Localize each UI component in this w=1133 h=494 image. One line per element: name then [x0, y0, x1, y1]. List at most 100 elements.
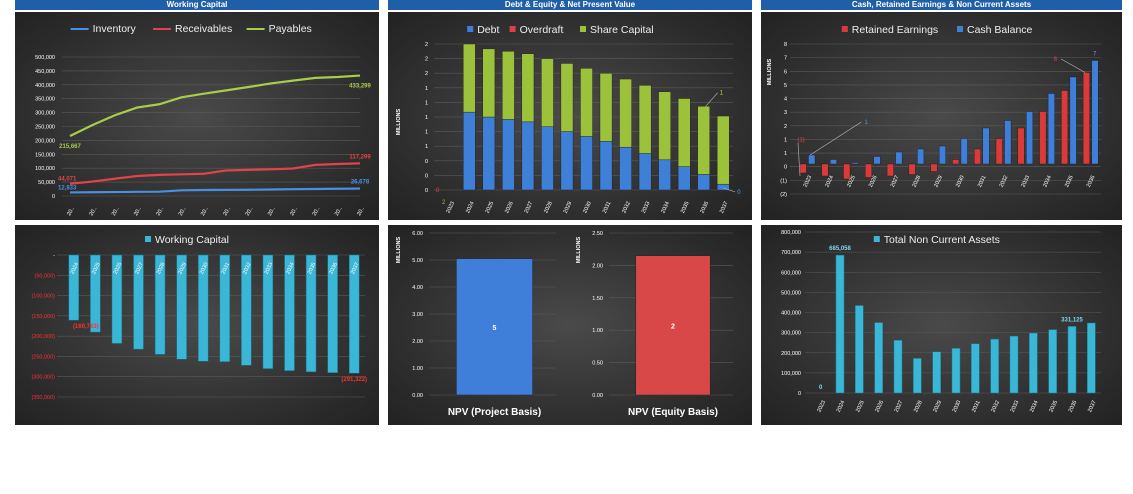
y-tick-label: 3.00 [412, 312, 423, 318]
x-tick-label: 2036 [699, 201, 710, 215]
x-tick-label: 2033 [264, 262, 275, 276]
x-tick-label: 2027 [894, 400, 905, 414]
bar-retained-earnings [865, 163, 873, 178]
x-tick-label: 20.. [356, 206, 366, 217]
y-tick-label: 1 [425, 144, 428, 150]
series-line-inventory [69, 187, 361, 194]
y-tick-label: 350,000 [35, 97, 55, 103]
bar-non-current-assets [951, 348, 961, 394]
bar-cash-balance [1026, 111, 1034, 165]
legend-label-inventory: Inventory [93, 23, 137, 35]
bar-npv-project [456, 258, 533, 396]
y-tick-label: 150,000 [35, 152, 55, 158]
data-label: (160,763) [73, 324, 99, 330]
x-tick-label: 20.. [111, 206, 121, 217]
y-tick-label: 0 [52, 194, 55, 200]
x-tick-label: 2023 [446, 201, 457, 215]
y-tick-label: 1 [425, 130, 428, 136]
y-tick-label: 0 [798, 391, 801, 397]
y-tick-label: 8 [784, 42, 787, 48]
bar-non-current-assets [1009, 335, 1019, 394]
y-tick-label: 200,000 [781, 351, 801, 357]
y-tick-label: 500,000 [781, 290, 801, 296]
x-tick-label: 2026 [874, 400, 885, 414]
bar-share-capital [560, 63, 574, 132]
x-tick-label: 2024 [836, 400, 847, 414]
bar-share-capital [677, 98, 691, 167]
data-label: 685,058 [829, 246, 851, 252]
bar-cash-balance [808, 154, 816, 165]
bar-share-capital [482, 48, 496, 118]
bar-debt [619, 146, 632, 191]
bar-cash-balance [1091, 60, 1099, 165]
x-tick-label: 2032 [999, 175, 1010, 189]
y-tick-label: 6.00 [412, 231, 423, 237]
x-tick-label: 2037 [350, 262, 361, 276]
x-tick-label: 20.. [133, 206, 143, 217]
leader-line [723, 187, 736, 193]
y-axis-label: MILLIONS [767, 59, 773, 86]
y-tick-label: (350,000) [31, 395, 55, 401]
bar-share-capital [541, 58, 554, 127]
bar-non-current-assets [1048, 329, 1057, 394]
x-tick-label: 2035 [1064, 175, 1075, 189]
legend-swatch-working-capital [145, 236, 151, 242]
y-axis-label: MILLIONS [396, 109, 402, 136]
legend-label-overdraft: Overdraft [520, 24, 564, 36]
x-tick-label: 2025 [846, 175, 857, 189]
x-tick-label: 2029 [933, 175, 944, 189]
y-tick-label: (250,000) [31, 354, 55, 360]
bar-cash-balance [873, 156, 881, 165]
bar-debt [580, 136, 593, 191]
x-tick-label: 2035 [1048, 400, 1059, 414]
bar-share-capital [521, 53, 535, 123]
header-debt-equity-npv: Debt & Equity & Net Present Value [388, 0, 752, 10]
y-tick-label: 200,000 [35, 138, 55, 144]
bar-working-capital [90, 254, 101, 333]
legend-swatch-debt [467, 26, 474, 32]
legend-swatch-total-non-current-assets [873, 236, 880, 242]
x-tick-label: 20.. [312, 206, 322, 217]
bar-working-capital [154, 254, 166, 355]
y-tick-label: (150,000) [31, 314, 55, 320]
bar-non-current-assets [855, 305, 864, 394]
x-tick-label: 20.. [334, 206, 344, 217]
bar-working-capital [262, 254, 274, 369]
bar-working-capital [68, 254, 79, 321]
bar-working-capital [284, 254, 295, 371]
x-tick-label: 2026 [868, 175, 879, 189]
y-tick-label: 7 [784, 56, 787, 62]
bar-non-current-assets [835, 254, 845, 394]
bar-cash-balance [851, 162, 859, 165]
bar-cash-balance [1069, 76, 1077, 165]
bar-working-capital [133, 254, 144, 350]
bar-cash-balance [960, 138, 968, 165]
x-tick-label: 2034 [1029, 400, 1040, 414]
data-label: 26,678 [351, 180, 370, 186]
y-axis-label: MILLIONS [396, 237, 402, 264]
x-tick-label: 20.. [222, 206, 232, 217]
legend-label-payables: Payables [269, 23, 312, 35]
x-tick-label: 2027 [134, 262, 145, 276]
bar-working-capital [111, 254, 123, 344]
x-tick-label: 2032 [621, 201, 632, 215]
legend-label-cash-balance: Cash Balance [967, 24, 1033, 36]
data-label: 215,667 [59, 144, 81, 150]
y-tick-label: 0.50 [592, 361, 603, 367]
legend-swatch-retained-earnings [841, 26, 848, 32]
x-tick-label: 20.. [178, 206, 188, 217]
bar-working-capital [349, 254, 360, 374]
x-category-label: NPV (Project Basis) [448, 407, 541, 418]
bar-retained-earnings [1082, 72, 1090, 165]
bar-debt [521, 121, 535, 191]
y-tick-label: (1) [780, 178, 787, 184]
legend-label-share-capital: Share Capital [590, 24, 654, 36]
y-tick-label: 2.00 [412, 339, 423, 345]
y-tick-label: 4.00 [412, 285, 423, 291]
x-tick-label: 2034 [660, 201, 671, 215]
bar-share-capital [716, 115, 730, 185]
y-tick-label: 0 [784, 165, 787, 171]
x-tick-label: 2031 [221, 262, 232, 276]
x-tick-label: 2026 [504, 201, 515, 215]
x-tick-label: 2025 [855, 400, 866, 414]
